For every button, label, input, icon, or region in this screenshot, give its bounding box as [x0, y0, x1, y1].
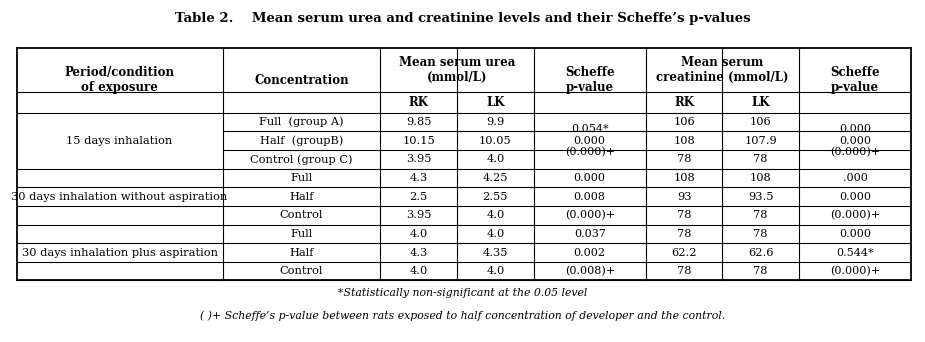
Text: 4.0: 4.0: [410, 266, 428, 276]
Text: 4.35: 4.35: [483, 248, 508, 258]
Text: 30 days inhalation without aspiration: 30 days inhalation without aspiration: [11, 192, 228, 202]
Text: 30 days inhalation plus aspiration: 30 days inhalation plus aspiration: [21, 248, 217, 258]
Text: Control: Control: [279, 210, 323, 220]
Text: 4.25: 4.25: [483, 173, 508, 183]
Text: 0.002: 0.002: [574, 248, 606, 258]
Text: 2.5: 2.5: [410, 192, 428, 202]
Text: 78: 78: [754, 229, 768, 239]
Text: Full: Full: [290, 173, 313, 183]
Text: 2.55: 2.55: [483, 192, 508, 202]
Text: 4.0: 4.0: [487, 154, 504, 165]
Text: Half: Half: [290, 248, 314, 258]
Text: 62.6: 62.6: [748, 248, 773, 258]
Text: 0.000: 0.000: [839, 229, 871, 239]
Text: RK: RK: [674, 96, 694, 109]
Text: Period/condition
of exposure: Period/condition of exposure: [65, 66, 175, 94]
Text: LK: LK: [751, 96, 770, 109]
Text: Control (group C): Control (group C): [251, 154, 352, 165]
Text: 15 days inhalation: 15 days inhalation: [67, 136, 173, 146]
Text: 0.000
0.000
(0.000)+: 0.000 0.000 (0.000)+: [830, 124, 881, 158]
Text: Full: Full: [290, 229, 313, 239]
Text: 0.008: 0.008: [574, 192, 606, 202]
Text: 78: 78: [754, 210, 768, 220]
Text: Half: Half: [290, 192, 314, 202]
Text: (0.000)+: (0.000)+: [830, 266, 881, 276]
Text: 10.15: 10.15: [402, 136, 435, 146]
Text: Scheffe
p-value: Scheffe p-value: [565, 66, 614, 94]
Text: 78: 78: [677, 154, 691, 165]
Text: 106: 106: [673, 117, 695, 127]
Text: Concentration: Concentration: [254, 74, 349, 87]
Text: 3.95: 3.95: [406, 154, 431, 165]
Text: 78: 78: [677, 266, 691, 276]
Text: 4.3: 4.3: [410, 248, 428, 258]
Text: Scheffe
p-value: Scheffe p-value: [831, 66, 880, 94]
Text: Table 2.    Mean serum urea and creatinine levels and their Scheffe’s p-values: Table 2. Mean serum urea and creatinine …: [175, 12, 750, 25]
Text: Mean serum
creatinine (mmol/L): Mean serum creatinine (mmol/L): [656, 56, 789, 84]
Text: 9.9: 9.9: [487, 117, 504, 127]
Text: 93.5: 93.5: [748, 192, 773, 202]
Text: (0.008)+: (0.008)+: [564, 266, 615, 276]
Text: 78: 78: [677, 229, 691, 239]
Text: 107.9: 107.9: [745, 136, 777, 146]
Text: Half  (groupB): Half (groupB): [260, 135, 343, 146]
Text: 0.054*
0.000
(0.000)+: 0.054* 0.000 (0.000)+: [564, 124, 615, 158]
Text: 62.2: 62.2: [672, 248, 697, 258]
Text: 78: 78: [754, 154, 768, 165]
Text: 78: 78: [677, 210, 691, 220]
Text: RK: RK: [409, 96, 428, 109]
Text: Full  (group A): Full (group A): [259, 117, 344, 128]
Text: ( )+ Scheffe’s p-value between rats exposed to half concentration of developer a: ( )+ Scheffe’s p-value between rats expo…: [200, 311, 725, 321]
Text: 93: 93: [677, 192, 691, 202]
Text: 4.0: 4.0: [487, 210, 504, 220]
Text: 108: 108: [673, 173, 695, 183]
Text: 3.95: 3.95: [406, 210, 431, 220]
Text: 0.000: 0.000: [574, 173, 606, 183]
Text: Mean serum urea
(mmol/L): Mean serum urea (mmol/L): [399, 56, 515, 84]
Text: Control: Control: [279, 266, 323, 276]
Text: 0.000: 0.000: [839, 192, 871, 202]
Text: .000: .000: [843, 173, 868, 183]
Text: (0.000)+: (0.000)+: [830, 210, 881, 221]
Text: (0.000)+: (0.000)+: [564, 210, 615, 221]
Text: 4.0: 4.0: [487, 266, 504, 276]
Text: 0.544*: 0.544*: [836, 248, 874, 258]
Text: 106: 106: [750, 117, 771, 127]
Text: 0.037: 0.037: [574, 229, 606, 239]
Text: 4.0: 4.0: [487, 229, 504, 239]
Text: 4.0: 4.0: [410, 229, 428, 239]
Text: 4.3: 4.3: [410, 173, 428, 183]
Text: LK: LK: [487, 96, 505, 109]
Text: 9.85: 9.85: [406, 117, 431, 127]
Text: 108: 108: [673, 136, 695, 146]
Text: *Statistically non-significant at the 0.05 level: *Statistically non-significant at the 0.…: [338, 288, 587, 298]
Text: 78: 78: [754, 266, 768, 276]
Text: 10.05: 10.05: [479, 136, 512, 146]
Text: 108: 108: [750, 173, 771, 183]
